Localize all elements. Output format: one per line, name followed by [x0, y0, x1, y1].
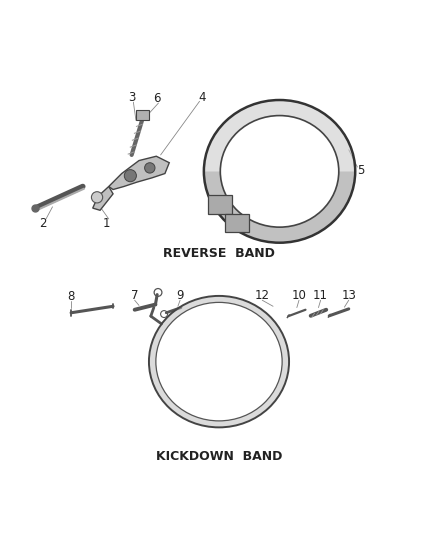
Circle shape: [92, 192, 102, 203]
FancyBboxPatch shape: [225, 214, 249, 232]
Polygon shape: [149, 296, 289, 427]
Text: 12: 12: [255, 289, 270, 302]
Text: 2: 2: [39, 217, 47, 230]
Text: 3: 3: [128, 91, 135, 104]
Circle shape: [145, 163, 155, 173]
FancyBboxPatch shape: [135, 109, 148, 120]
Text: 13: 13: [341, 289, 356, 302]
Text: 7: 7: [131, 289, 138, 302]
Text: REVERSE  BAND: REVERSE BAND: [163, 247, 275, 260]
Text: 11: 11: [313, 289, 328, 302]
Text: 9: 9: [177, 289, 184, 302]
Text: 6: 6: [153, 92, 160, 105]
Polygon shape: [204, 100, 355, 172]
Polygon shape: [93, 187, 113, 211]
Text: KICKDOWN  BAND: KICKDOWN BAND: [156, 450, 282, 463]
Text: 4: 4: [198, 91, 205, 104]
FancyBboxPatch shape: [208, 196, 233, 214]
Text: 1: 1: [103, 217, 110, 230]
Text: 10: 10: [292, 289, 307, 302]
Polygon shape: [204, 172, 355, 243]
Circle shape: [124, 169, 136, 182]
Text: 5: 5: [357, 164, 364, 177]
Polygon shape: [109, 156, 169, 190]
Text: 8: 8: [67, 290, 75, 303]
